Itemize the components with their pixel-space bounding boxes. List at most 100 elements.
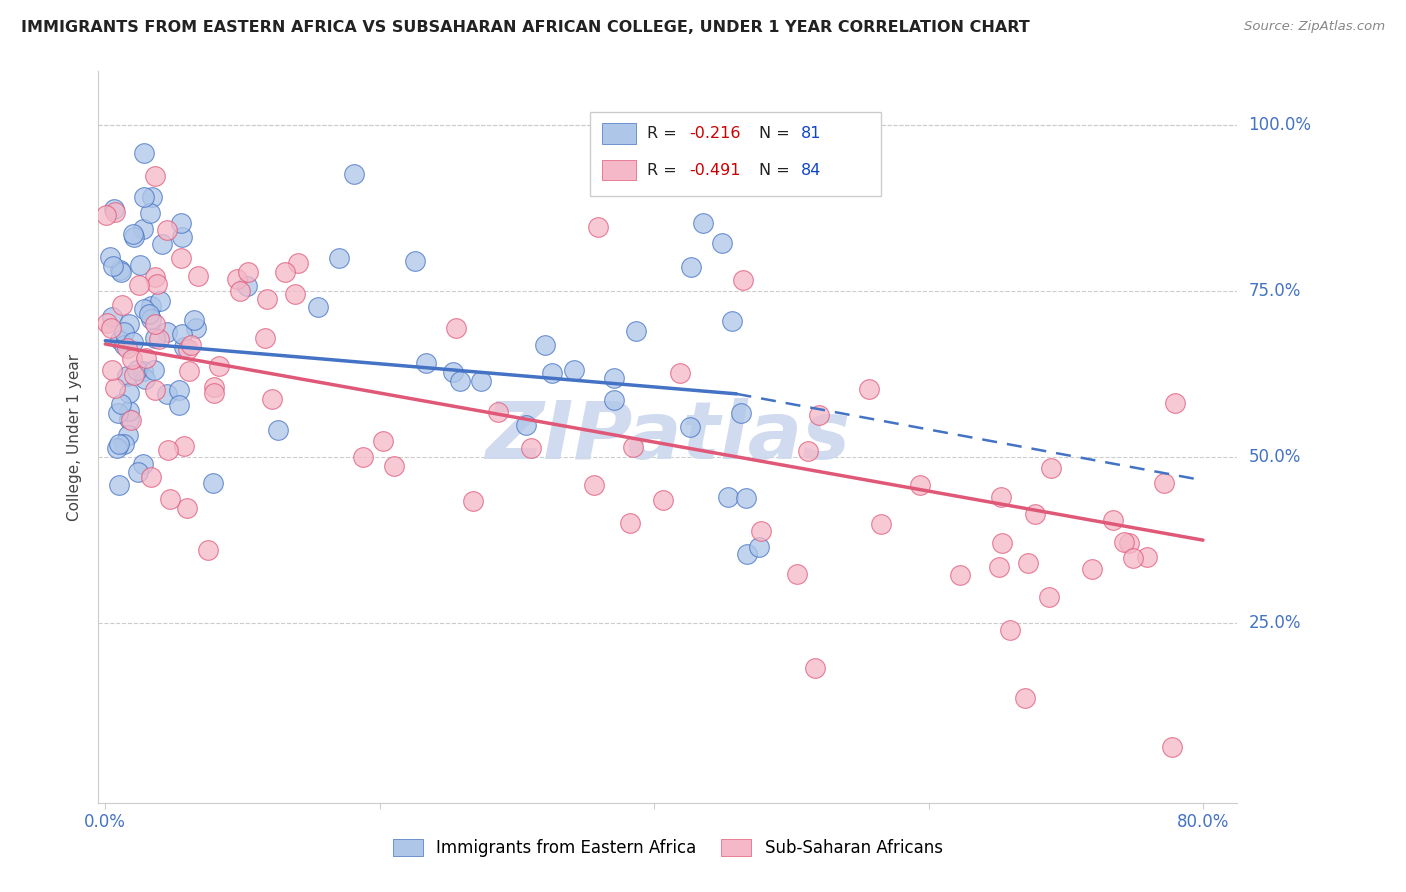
Point <box>562 363 585 377</box>
Point <box>681 260 703 274</box>
Point <box>858 382 880 396</box>
Point <box>987 560 1010 574</box>
Point <box>786 566 808 581</box>
Point <box>870 516 893 531</box>
Point <box>156 387 179 401</box>
Point <box>328 251 350 265</box>
Point <box>1024 508 1046 522</box>
Point <box>180 337 202 351</box>
Text: N =: N = <box>759 162 794 178</box>
Text: 100.0%: 100.0% <box>1249 116 1312 134</box>
Point <box>138 307 160 321</box>
Text: N =: N = <box>759 126 794 141</box>
Point <box>112 338 135 352</box>
Point <box>1038 590 1060 604</box>
Point <box>582 478 605 492</box>
Point <box>998 623 1021 637</box>
Point <box>173 439 195 453</box>
Point <box>621 440 644 454</box>
Point <box>121 352 143 367</box>
Point <box>167 398 190 412</box>
Point <box>307 300 329 314</box>
Point <box>721 314 744 328</box>
Point <box>486 404 509 418</box>
Point <box>132 363 155 377</box>
Point <box>129 258 152 272</box>
Point <box>254 331 277 345</box>
Text: 25.0%: 25.0% <box>1249 615 1301 632</box>
Point <box>117 427 139 442</box>
Point <box>1164 396 1187 410</box>
Point <box>371 434 394 448</box>
Point <box>100 320 122 334</box>
Point <box>710 236 733 251</box>
Point <box>540 367 562 381</box>
Point <box>441 364 464 378</box>
Point <box>717 490 740 504</box>
FancyBboxPatch shape <box>602 123 636 144</box>
Point <box>236 279 259 293</box>
Point <box>148 332 170 346</box>
Point <box>679 420 702 434</box>
Point <box>122 334 145 349</box>
Point <box>624 324 647 338</box>
Point <box>156 443 179 458</box>
Point <box>619 516 641 530</box>
Point <box>208 359 231 373</box>
Point <box>143 318 166 332</box>
Text: R =: R = <box>647 162 682 178</box>
Point <box>122 230 145 244</box>
Point <box>134 372 156 386</box>
Point <box>148 294 170 309</box>
Point <box>132 146 155 161</box>
Text: 75.0%: 75.0% <box>1249 282 1301 300</box>
Point <box>139 312 162 326</box>
Point <box>202 379 225 393</box>
Point <box>143 331 166 345</box>
Point <box>260 392 283 406</box>
Point <box>143 363 166 377</box>
Legend: Immigrants from Eastern Africa, Sub-Saharan Africans: Immigrants from Eastern Africa, Sub-Saha… <box>387 832 949 864</box>
Point <box>111 298 134 312</box>
Point <box>730 406 752 420</box>
Point <box>127 465 149 479</box>
Point <box>273 265 295 279</box>
Point <box>96 317 118 331</box>
Point <box>202 386 225 401</box>
Point <box>112 436 135 450</box>
Point <box>103 202 125 216</box>
Point <box>107 406 129 420</box>
Point <box>229 285 252 299</box>
Point <box>1101 513 1123 527</box>
Point <box>184 320 207 334</box>
Text: Source: ZipAtlas.com: Source: ZipAtlas.com <box>1244 20 1385 33</box>
Point <box>108 477 131 491</box>
Point <box>449 374 471 388</box>
Point <box>118 404 141 418</box>
Point <box>748 540 770 554</box>
Text: IMMIGRANTS FROM EASTERN AFRICA VS SUBSAHARAN AFRICAN COLLEGE, UNDER 1 YEAR CORRE: IMMIGRANTS FROM EASTERN AFRICA VS SUBSAH… <box>21 20 1029 35</box>
Point <box>132 301 155 316</box>
Point <box>404 254 426 268</box>
Point <box>287 256 309 270</box>
Point <box>150 237 173 252</box>
Point <box>94 208 117 222</box>
Text: R =: R = <box>647 126 682 141</box>
Point <box>749 524 772 538</box>
Point <box>108 437 131 451</box>
Point <box>1153 476 1175 491</box>
Point <box>146 277 169 292</box>
Point <box>187 268 209 283</box>
Point <box>98 251 121 265</box>
Point <box>173 340 195 354</box>
Point <box>177 364 200 378</box>
Point <box>120 413 142 427</box>
Point <box>343 167 366 181</box>
Point <box>603 371 626 385</box>
Point <box>1136 550 1159 565</box>
Text: -0.491: -0.491 <box>689 162 741 178</box>
Point <box>735 491 758 506</box>
Point <box>110 265 132 279</box>
Point <box>202 475 225 490</box>
Point <box>176 342 198 356</box>
